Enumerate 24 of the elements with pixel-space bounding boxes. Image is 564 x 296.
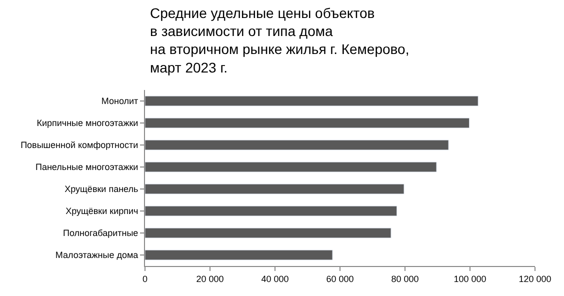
x-tick-label: 60 000 <box>326 274 354 284</box>
y-tick-label: Кирпичные многоэтажки <box>36 118 138 128</box>
x-tick-label: 80 000 <box>391 274 419 284</box>
bar <box>145 118 470 128</box>
bar <box>145 228 392 238</box>
x-tick-label: 20 000 <box>196 274 224 284</box>
x-tick-label: 100 000 <box>454 274 486 284</box>
y-tick-label: Полногабаритные <box>63 228 138 238</box>
bar <box>145 96 478 106</box>
x-tick-label: 120 000 <box>518 274 552 284</box>
x-tick-label: 0 <box>142 274 148 284</box>
y-tick-label: Хрущёвки панель <box>64 184 139 194</box>
y-tick-label: Малоэтажные дома <box>55 250 138 260</box>
bar <box>145 250 333 260</box>
bar <box>145 206 398 216</box>
bar <box>145 184 404 194</box>
y-tick-label: Хрущёвки кирпич <box>66 206 139 216</box>
y-tick-label: Монолит <box>101 96 138 106</box>
x-tick-label: 40 000 <box>261 274 289 284</box>
bar <box>145 162 437 172</box>
bar <box>145 140 449 150</box>
y-tick-label: Повышенной комфортности <box>20 140 138 150</box>
y-tick-label: Панельные многоэтажки <box>35 162 138 172</box>
chart-title: Средние удельные цены объектов в зависимости от типа дома на вторичном рынке жилья г. Кемерово, март 2023 г. <box>150 4 410 76</box>
